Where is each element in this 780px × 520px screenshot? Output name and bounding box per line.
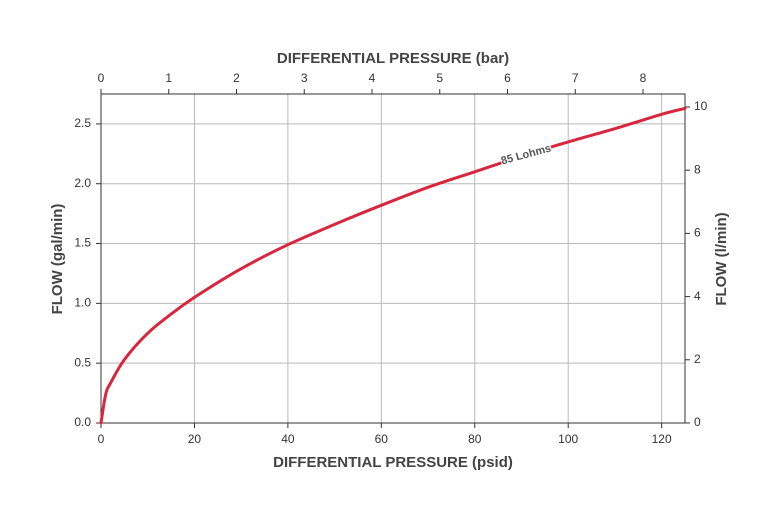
x-axis-title-psid: DIFFERENTIAL PRESSURE (psid)	[273, 454, 513, 471]
tick-label-x-0: 0	[98, 432, 105, 446]
tick-label-y-3: 1.5	[74, 236, 91, 250]
tick-label-y-0: 0.0	[74, 415, 91, 429]
tick-label-x-80: 80	[468, 432, 482, 446]
tick-label-y2-0: 0	[694, 415, 701, 429]
tick-label-x2-6: 6	[504, 71, 511, 85]
plot-frame	[100, 93, 686, 424]
tick-label-x2-2: 2	[233, 71, 240, 85]
tick-label-x2-4: 4	[369, 71, 376, 85]
tick-label-x2-7: 7	[572, 71, 579, 85]
tick-label-y-2: 1.0	[74, 296, 91, 310]
tick-label-x2-1: 1	[165, 71, 172, 85]
tick-label-y2-2: 2	[694, 352, 701, 366]
tick-label-y-4: 2.0	[74, 176, 91, 190]
series-label-background	[498, 140, 554, 170]
series-label-85-lohms: 85 Lohms	[500, 142, 553, 167]
y-axis-title-gal: FLOW (gal/min)	[49, 204, 66, 315]
tick-label-y2-10: 10	[694, 99, 708, 113]
y2-axis-title-lmin: FLOW (l/min)	[713, 212, 730, 305]
tick-label-x2-5: 5	[436, 71, 443, 85]
tick-label-x2-0: 0	[98, 71, 105, 85]
tick-label-x2-3: 3	[301, 71, 308, 85]
series-line-85-lohms	[99, 106, 687, 425]
tick-label-x-40: 40	[281, 432, 295, 446]
tick-label-x-120: 120	[652, 432, 672, 446]
tick-label-y-5: 2.5	[74, 116, 91, 130]
tick-label-x-20: 20	[188, 432, 202, 446]
tick-label-y2-8: 8	[694, 162, 701, 176]
tick-label-x2-8: 8	[640, 71, 647, 85]
tick-label-y2-4: 4	[694, 289, 701, 303]
tick-label-y2-6: 6	[694, 226, 701, 240]
tick-label-y-1: 0.5	[74, 355, 91, 369]
tick-label-x-60: 60	[375, 432, 389, 446]
grid-lines	[101, 94, 685, 423]
x2-axis-title-bar: DIFFERENTIAL PRESSURE (bar)	[277, 50, 509, 67]
tick-label-x-100: 100	[558, 432, 578, 446]
